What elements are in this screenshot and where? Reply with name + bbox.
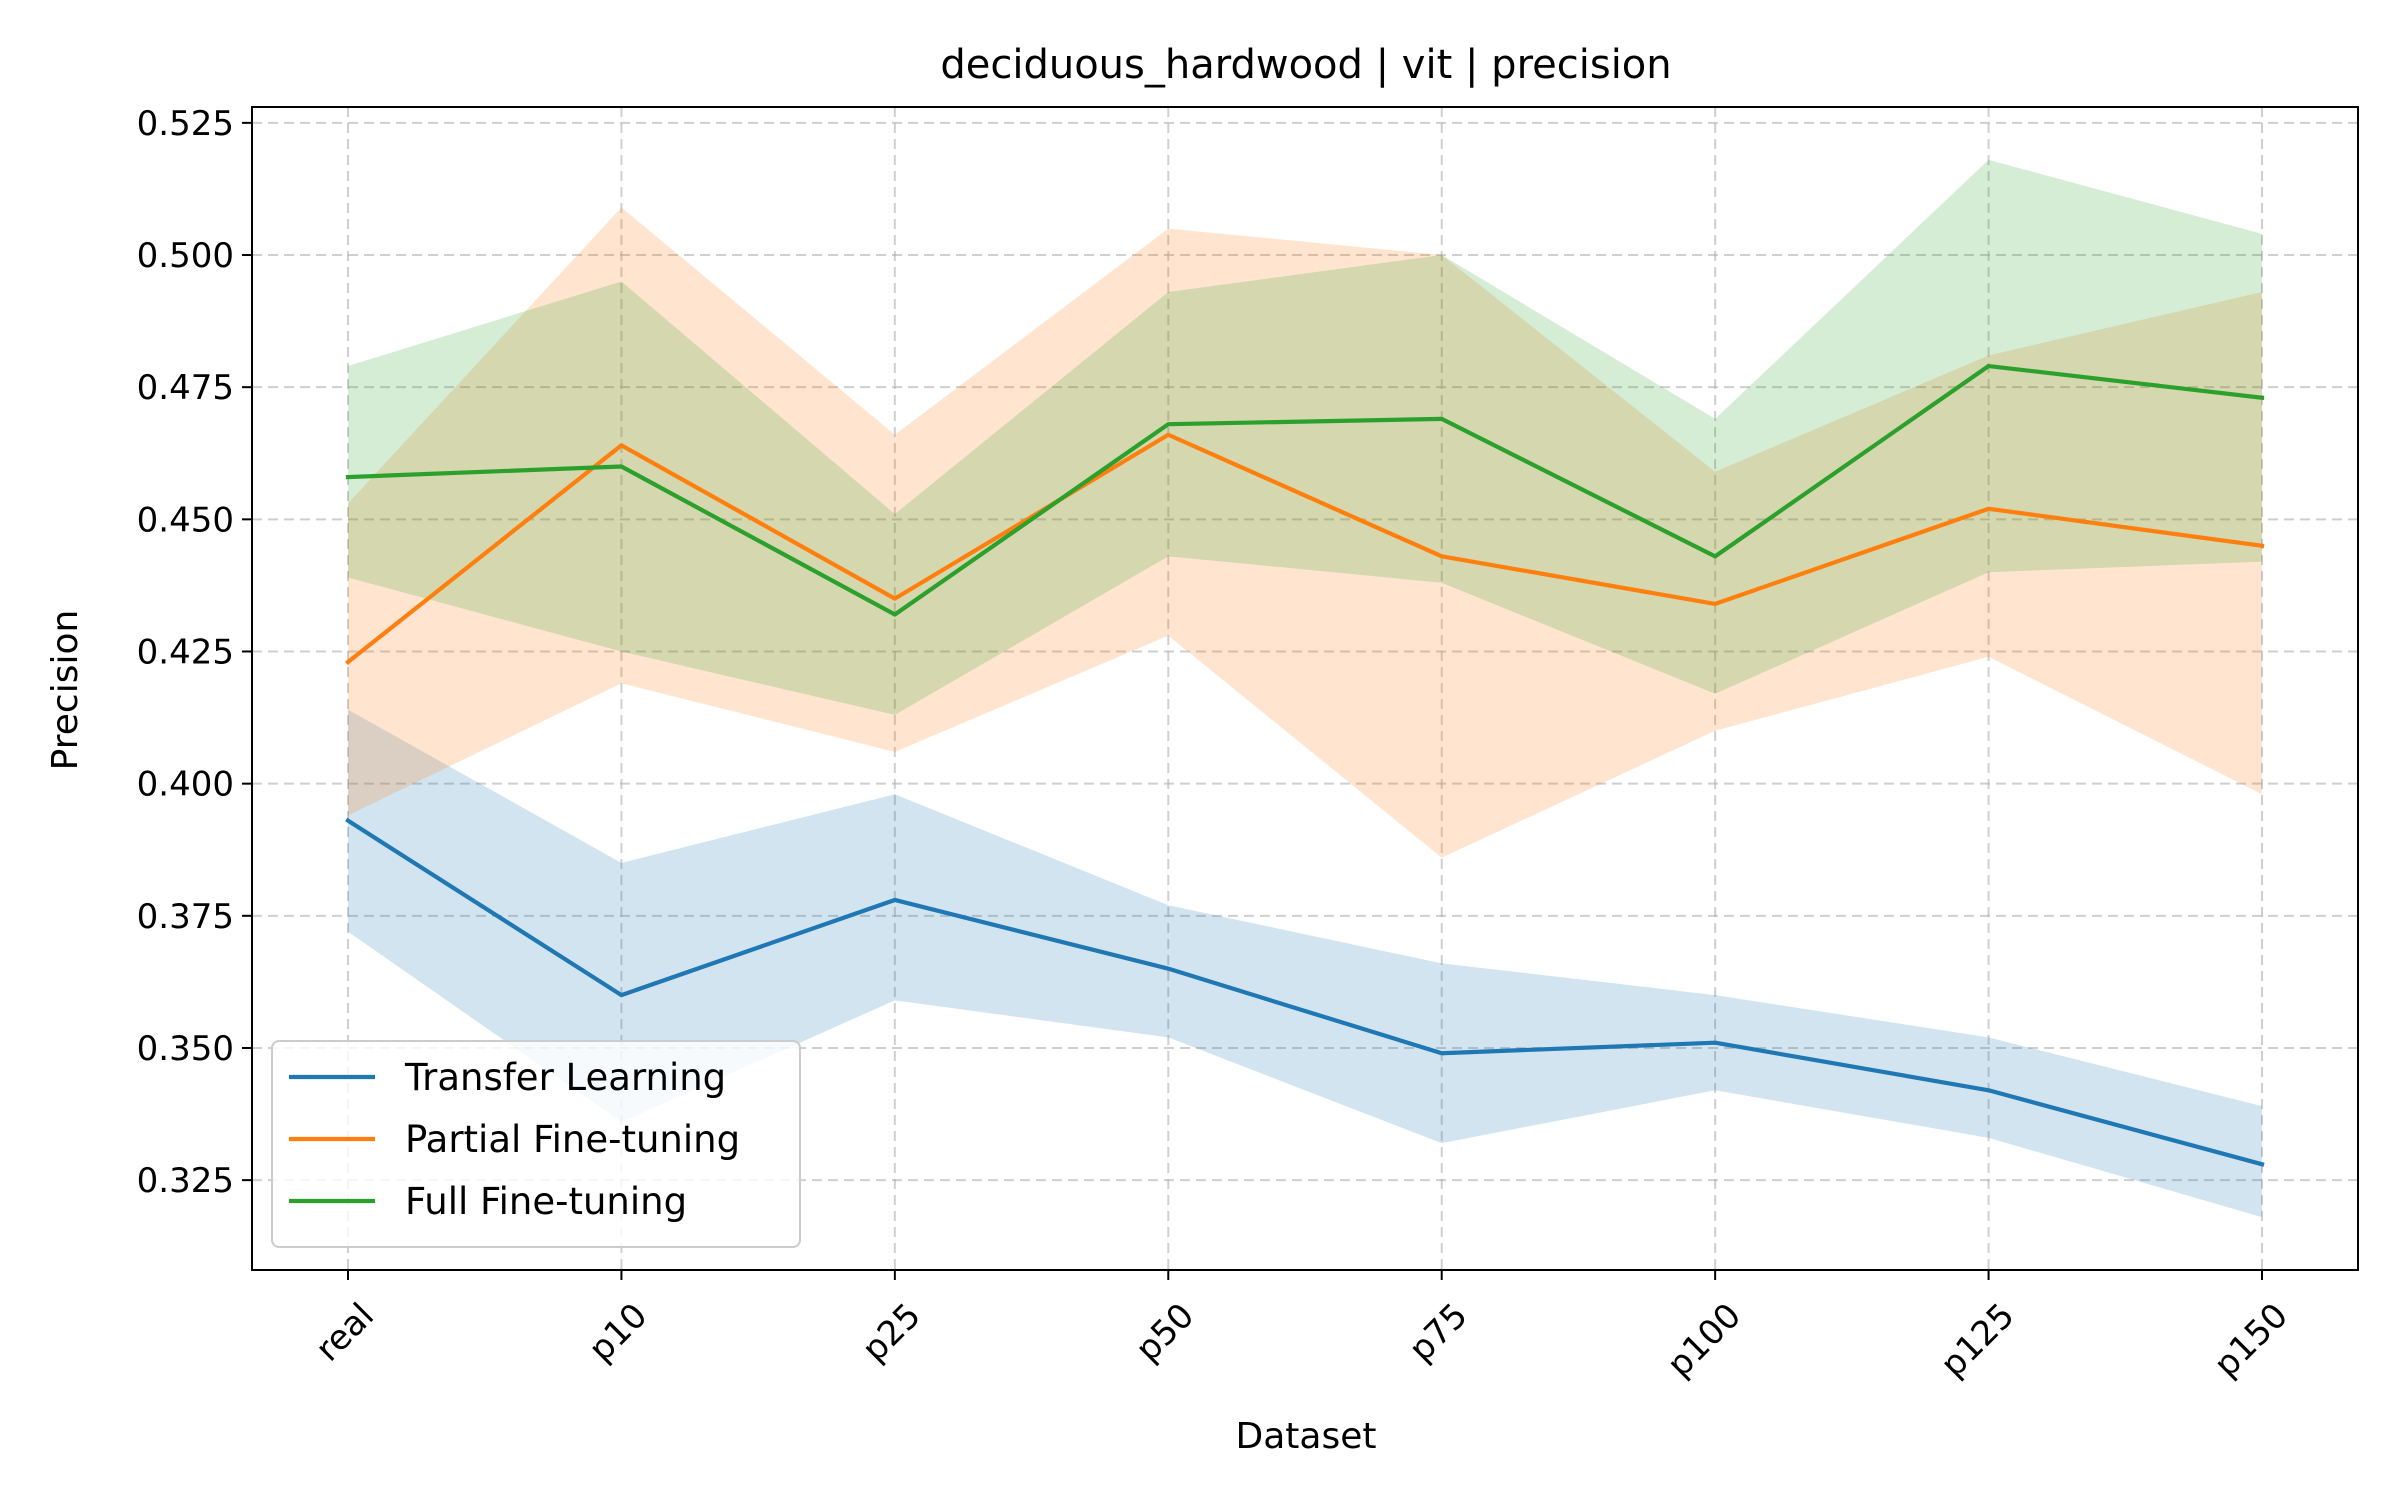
series-line [345, 817, 2265, 1167]
y-tick-label: 0.375 [137, 897, 234, 937]
y-tick-label: 0.500 [137, 236, 234, 276]
y-tick-label: 0.525 [137, 104, 234, 144]
grid [252, 107, 2358, 1270]
series-lines [345, 363, 2265, 1167]
axis-ticks: real p10 p25 p50 p75 p100 p125 p1500.3250.3500.… [137, 104, 2296, 1385]
y-axis-label: Precision [45, 610, 86, 771]
y-tick-label: 0.475 [137, 368, 234, 408]
legend-label: Partial Fine-tuning [405, 1118, 740, 1161]
legend-label: Transfer Learning [404, 1056, 726, 1099]
series-line [345, 432, 2265, 666]
confidence-band [348, 709, 2262, 1218]
y-tick-label: 0.450 [137, 500, 234, 540]
y-tick-label: 0.325 [137, 1161, 234, 1201]
legend-box [271, 1040, 801, 1248]
series-line [345, 363, 2265, 617]
legend-label: Full Fine-tuning [405, 1180, 687, 1223]
chart-title: deciduous_hardwood | vit | precision [940, 42, 1671, 88]
legend: Transfer Learning Partial Fine-tuning Full… [271, 1040, 801, 1248]
confidence-band [348, 207, 2262, 858]
y-tick-label: 0.400 [137, 765, 234, 805]
plot-frame [251, 106, 2359, 1271]
x-axis-label: Dataset [1236, 1416, 1377, 1457]
y-tick-label: 0.425 [137, 632, 234, 672]
y-tick-label: 0.350 [137, 1029, 234, 1069]
